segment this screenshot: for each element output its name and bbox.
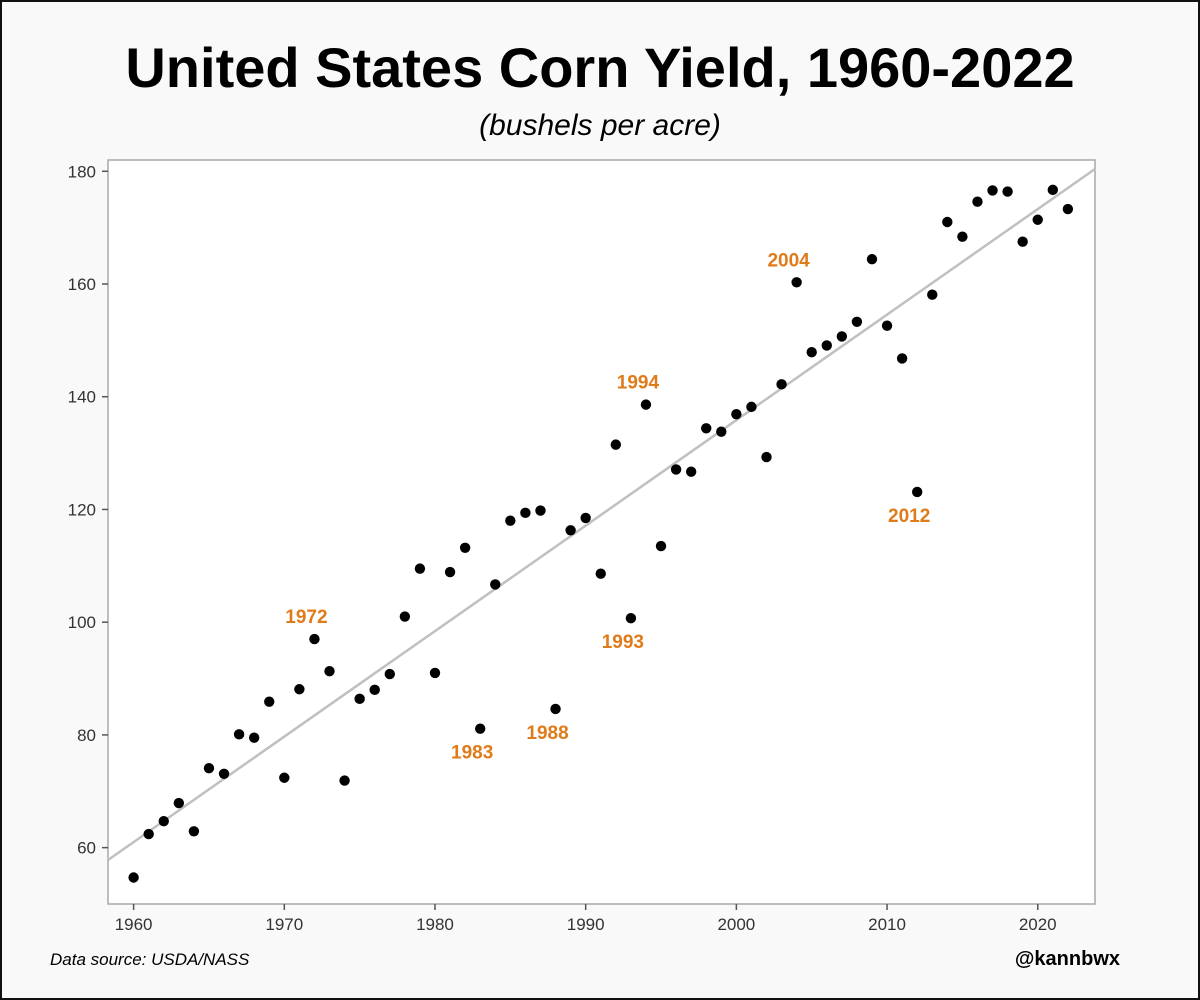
- data-point: [520, 507, 531, 519]
- x-tick-label: 1960: [115, 915, 153, 934]
- data-point: [1017, 236, 1028, 247]
- chart-title: United States Corn Yield, 1960-2022: [125, 36, 1075, 99]
- data-point: [957, 231, 968, 242]
- trend-line: [107, 167, 1096, 862]
- data-point: [429, 667, 441, 679]
- data-point: [685, 466, 697, 477]
- year-annotation: 1994: [617, 373, 660, 394]
- data-source-note: Data source: USDA/NASS: [50, 950, 250, 969]
- y-tick-label: 160: [68, 275, 96, 294]
- data-point: [505, 515, 516, 526]
- year-annotation: 1972: [285, 607, 327, 628]
- data-point: [731, 409, 742, 420]
- x-tick-label: 2000: [717, 915, 755, 934]
- data-point: [248, 732, 260, 743]
- data-point: [776, 379, 787, 390]
- data-point: [188, 826, 200, 837]
- x-tick-label: 1990: [567, 915, 605, 934]
- data-point: [911, 486, 923, 498]
- data-point: [264, 696, 275, 707]
- data-point: [942, 216, 953, 228]
- data-point: [791, 277, 802, 288]
- data-point: [203, 762, 215, 774]
- data-point: [761, 451, 772, 463]
- data-point: [670, 464, 682, 475]
- data-point: [866, 254, 878, 265]
- y-tick-label: 60: [77, 839, 96, 858]
- data-point: [233, 729, 245, 740]
- year-annotation: 2004: [767, 250, 810, 271]
- data-point: [1062, 203, 1074, 215]
- y-tick-label: 140: [68, 388, 96, 407]
- year-annotation: 2012: [888, 506, 930, 527]
- data-point: [640, 399, 652, 410]
- y-tick-label: 120: [68, 500, 96, 519]
- data-point: [550, 703, 561, 715]
- data-point: [218, 768, 230, 779]
- year-annotation: 1993: [602, 632, 644, 653]
- data-point: [1032, 214, 1043, 225]
- data-point: [399, 611, 411, 622]
- data-point: [987, 185, 998, 196]
- data-point: [746, 401, 757, 413]
- data-point: [128, 872, 139, 883]
- data-point: [384, 668, 395, 680]
- data-point: [158, 815, 169, 827]
- data-point: [279, 772, 290, 783]
- data-point: [896, 353, 908, 364]
- year-annotation: 1988: [526, 723, 568, 744]
- data-point: [474, 723, 486, 734]
- y-tick-label: 180: [68, 162, 96, 181]
- data-point: [595, 568, 606, 579]
- x-tick-label: 2020: [1019, 915, 1057, 934]
- x-tick-label: 1970: [265, 915, 303, 934]
- data-point: [610, 439, 622, 450]
- year-annotation: 1983: [451, 743, 493, 764]
- data-point: [369, 684, 380, 696]
- chart-subtitle: (bushels per acre): [479, 109, 721, 142]
- y-tick-label: 80: [77, 726, 96, 745]
- data-point: [414, 563, 426, 574]
- data-point: [806, 347, 817, 358]
- data-point: [309, 633, 320, 645]
- data-point: [881, 320, 893, 331]
- data-point: [173, 797, 185, 809]
- data-point: [716, 426, 727, 437]
- data-point: [339, 775, 350, 786]
- data-point: [972, 196, 983, 207]
- data-point: [1002, 186, 1013, 197]
- y-tick-label: 100: [68, 613, 96, 632]
- author-handle: @kannbwx: [1014, 948, 1120, 970]
- data-point: [459, 542, 471, 553]
- data-point: [821, 340, 832, 351]
- x-tick-label: 2010: [868, 915, 906, 934]
- data-point: [354, 693, 365, 705]
- x-tick-label: 1980: [416, 915, 454, 934]
- data-point: [655, 540, 667, 552]
- data-point: [851, 316, 863, 327]
- data-point: [625, 613, 637, 624]
- data-point: [701, 423, 712, 434]
- data-point: [294, 684, 305, 695]
- data-point: [324, 666, 335, 677]
- data-point: [535, 505, 546, 516]
- data-point: [836, 331, 848, 342]
- data-point: [565, 525, 576, 536]
- data-point: [444, 566, 456, 578]
- data-point: [1047, 184, 1059, 196]
- data-point: [927, 289, 938, 300]
- data-point: [580, 512, 591, 524]
- data-point: [490, 579, 501, 590]
- data-point: [143, 828, 154, 840]
